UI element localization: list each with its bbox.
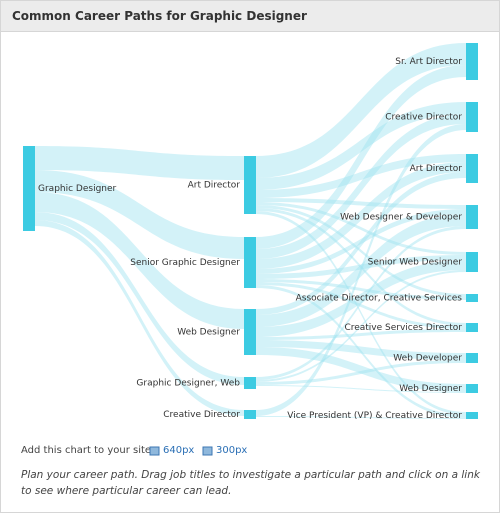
link [256, 416, 466, 419]
note: Plan your career path. Drag job titles t… [21, 469, 480, 497]
link [256, 255, 466, 279]
link [256, 385, 466, 393]
link [256, 202, 466, 255]
link [256, 102, 466, 190]
node-label: Web Designer [177, 328, 240, 338]
link [35, 212, 244, 385]
link [256, 208, 466, 326]
size-link[interactable]: 300px [216, 445, 248, 456]
node[interactable] [466, 353, 478, 363]
link [256, 154, 466, 198]
node-label: Graphic Designer, Web [136, 379, 240, 389]
node[interactable] [466, 294, 478, 302]
link [256, 260, 466, 337]
node-label: Web Developer [393, 354, 462, 364]
node-label: Sr. Art Director [395, 57, 462, 67]
node[interactable] [244, 410, 256, 419]
size-link[interactable]: 640px [163, 445, 195, 456]
node[interactable] [466, 102, 478, 132]
node-label: Web Designer [399, 384, 462, 394]
link [256, 214, 466, 327]
link [256, 270, 466, 382]
node[interactable] [23, 146, 35, 231]
node[interactable] [466, 154, 478, 183]
node-label: Vice President (VP) & Creative Director [287, 411, 462, 421]
link [256, 172, 466, 315]
link [256, 162, 466, 269]
link [35, 192, 244, 329]
node[interactable] [466, 252, 478, 272]
link [35, 170, 244, 259]
link [256, 65, 466, 249]
node-label: Creative Services Director [344, 323, 462, 333]
title: Common Career Paths for Graphic Designer [12, 9, 307, 23]
link [256, 205, 466, 297]
node[interactable] [466, 43, 478, 80]
node-label: Art Director [410, 164, 463, 174]
node-label: Creative Director [385, 113, 462, 123]
node-label: Web Designer & Developer [340, 213, 462, 223]
link [256, 347, 466, 392]
link [35, 220, 244, 416]
link [35, 146, 244, 180]
node-label: Graphic Designer [38, 184, 117, 194]
link [256, 43, 466, 178]
icon [202, 446, 213, 456]
node[interactable] [244, 237, 256, 288]
link [256, 226, 466, 380]
node[interactable] [466, 384, 478, 393]
link [256, 282, 466, 329]
link [256, 211, 466, 415]
link [256, 279, 466, 300]
node[interactable] [466, 205, 478, 229]
add-text: Add this chart to your site: [21, 445, 155, 456]
link [256, 198, 466, 209]
icon [149, 446, 160, 456]
node[interactable] [244, 377, 256, 389]
node-label: Senior Web Designer [368, 258, 463, 268]
node[interactable] [244, 309, 256, 355]
link [256, 209, 466, 274]
node-label: Associate Director, Creative Services [296, 294, 463, 304]
link [256, 285, 466, 418]
link [256, 340, 466, 360]
node[interactable] [244, 156, 256, 214]
node-label: Creative Director [163, 410, 240, 420]
sankey: Graphic Designer Art Director Senior Graph… [23, 43, 478, 421]
link [256, 124, 466, 416]
link [256, 329, 466, 340]
node-label: Art Director [188, 181, 241, 191]
node-label: Senior Graphic Designer [130, 258, 240, 268]
node[interactable] [466, 323, 478, 332]
header: Common Career Paths for Graphic Designer [1, 1, 499, 32]
node[interactable] [466, 412, 478, 419]
link [256, 360, 466, 385]
link [256, 114, 466, 259]
